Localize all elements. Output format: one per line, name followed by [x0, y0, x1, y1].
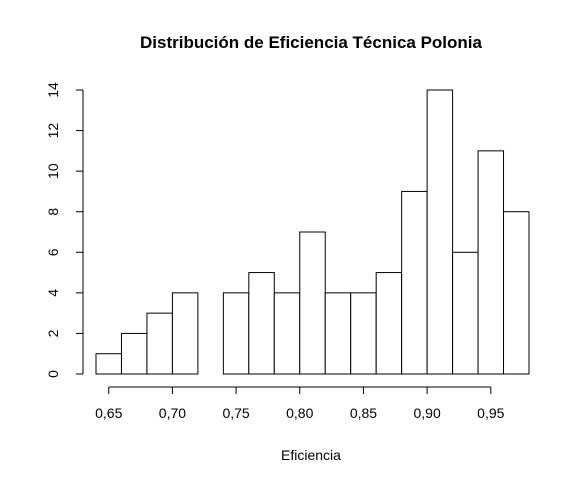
histogram-bar-15 — [477, 150, 505, 375]
histogram-bar-3 — [171, 292, 199, 375]
histogram-bar-1 — [120, 332, 148, 375]
histogram-bar-7 — [273, 292, 301, 375]
y-tick-label: 8 — [45, 208, 61, 216]
histogram-bar-2 — [146, 312, 173, 375]
bars-group — [95, 89, 530, 375]
x-tick-label: 0,95 — [477, 405, 504, 421]
y-tick-label: 0 — [45, 370, 61, 378]
x-tick-label: 0,65 — [95, 405, 122, 421]
histogram-bar-9 — [324, 292, 352, 375]
histogram-bar-13 — [426, 89, 454, 375]
x-tick-label: 0,90 — [413, 405, 440, 421]
y-tick-label: 12 — [45, 123, 61, 139]
histogram-bar-14 — [452, 251, 479, 375]
histogram-bar-0 — [95, 353, 122, 375]
x-axis: 0,65 0,70 0,75 0,80 0,85 0,90 0,95 — [95, 386, 505, 421]
x-axis-label: Eficiencia — [281, 447, 341, 463]
y-tick-label: 10 — [45, 163, 61, 179]
x-tick-label: 0,75 — [222, 405, 249, 421]
y-tick-label: 4 — [45, 289, 61, 297]
x-tick-label: 0,85 — [350, 405, 377, 421]
y-tick-label: 6 — [45, 248, 61, 256]
histogram-bar-8 — [299, 231, 326, 375]
histogram-bar-5 — [222, 292, 250, 375]
histogram-bar-16 — [503, 211, 530, 375]
x-tick-label: 0,80 — [286, 405, 313, 421]
histogram-bar-6 — [248, 272, 275, 375]
histogram-bar-11 — [375, 272, 403, 375]
histogram-bar-10 — [350, 292, 377, 375]
x-tick-label: 0,70 — [159, 405, 186, 421]
chart-title: Distribución de Eficiencia Técnica Polon… — [140, 33, 483, 52]
y-tick-label: 2 — [45, 329, 61, 337]
histogram-bar-12 — [401, 190, 428, 375]
y-axis: 0 2 4 6 8 10 12 14 — [45, 82, 84, 378]
y-tick-label: 14 — [45, 82, 61, 98]
